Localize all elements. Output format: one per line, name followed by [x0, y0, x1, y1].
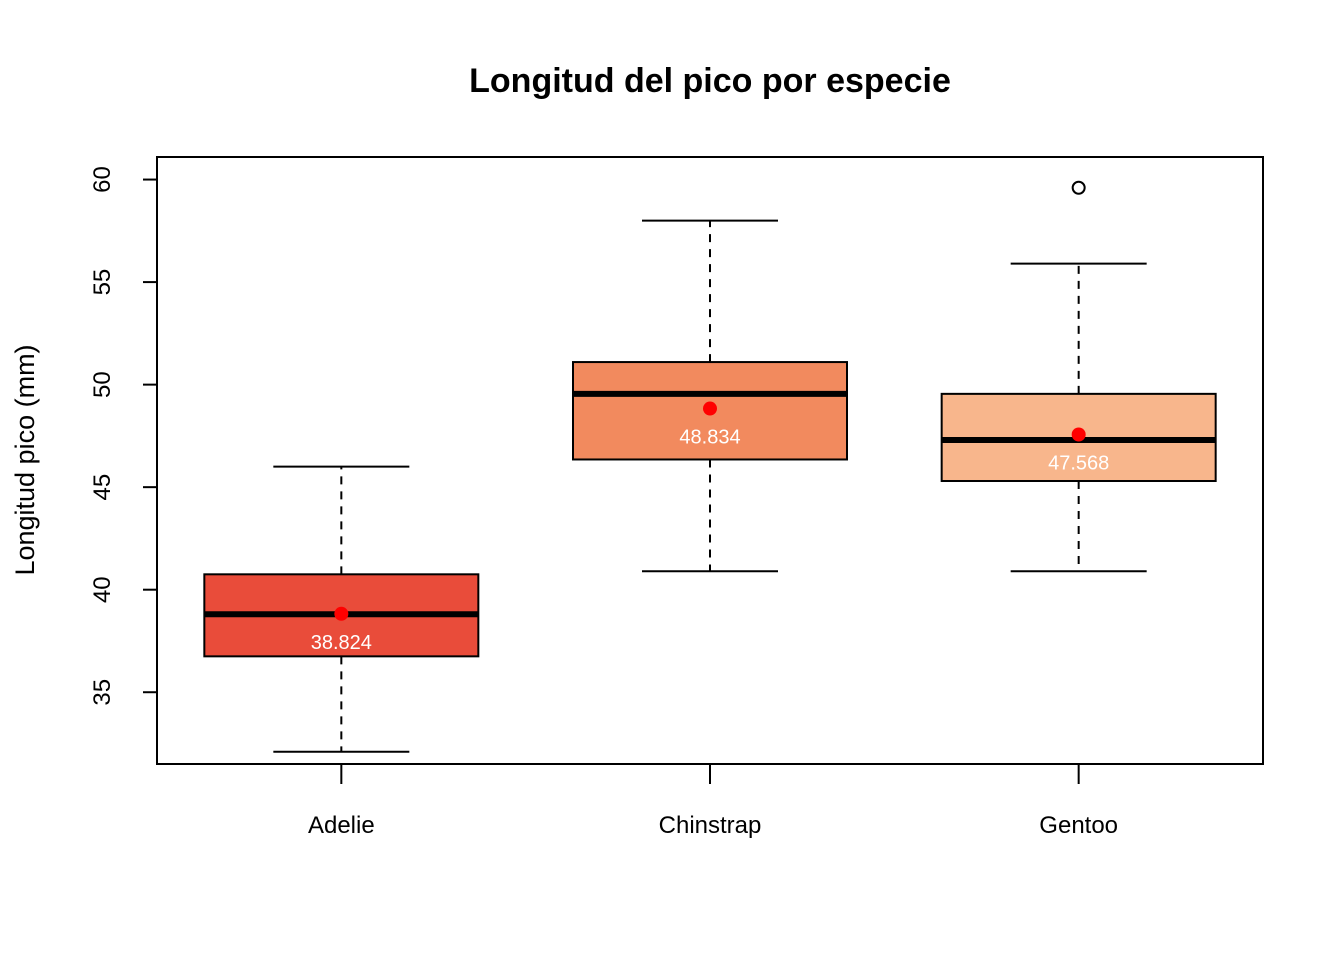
mean-label: 48.834: [679, 427, 740, 449]
box-adelie: 38.824: [203, 465, 480, 753]
y-axis-label: Longitud pico (mm): [10, 344, 40, 575]
y-tick-label: 60: [89, 166, 116, 193]
x-tick-label: Chinstrap: [659, 812, 762, 839]
mean-marker: [703, 401, 717, 416]
mean-marker: [334, 606, 349, 621]
outlier-point: [1071, 180, 1086, 195]
y-tick-label: 50: [89, 371, 116, 398]
box-gentoo: 47.568: [940, 180, 1217, 573]
y-tick-label: 55: [89, 269, 116, 296]
x-tick-label: Adelie: [308, 812, 375, 839]
y-tick-label: 35: [89, 679, 116, 706]
box-chinstrap: 48.834: [572, 219, 848, 573]
x-axis: Adelie Chinstrap Gentoo: [308, 764, 1118, 839]
boxes-group: 38.824 48.834 47.568: [203, 180, 1217, 753]
chart-title: Longitud del pico por especie: [469, 62, 951, 100]
y-tick-label: 45: [89, 474, 116, 501]
y-tick-label: 40: [89, 576, 116, 603]
x-tick-label: Gentoo: [1039, 812, 1118, 839]
y-axis: 35 40 45 50 55 60: [89, 166, 157, 706]
mean-label: 47.568: [1048, 452, 1109, 474]
mean-marker: [1071, 427, 1086, 442]
mean-label: 38.824: [311, 632, 372, 654]
